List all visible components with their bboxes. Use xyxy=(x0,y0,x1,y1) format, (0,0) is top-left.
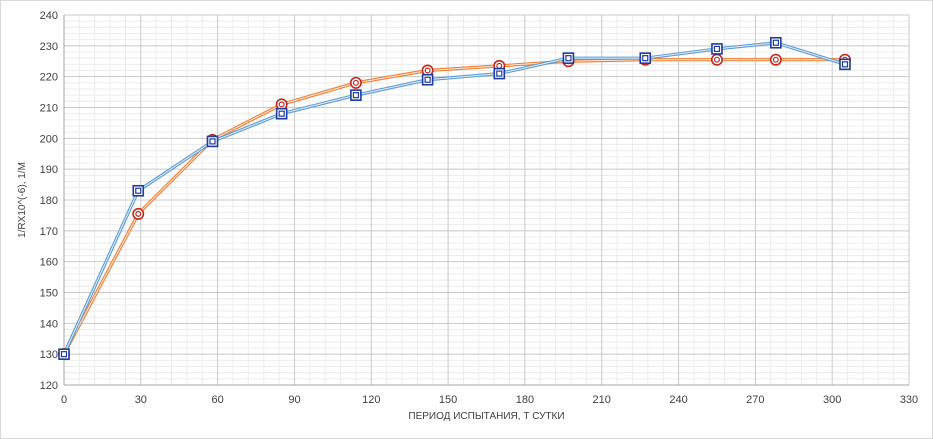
y-tick-label: 190 xyxy=(40,164,58,176)
series-line-highlight xyxy=(63,59,845,355)
data-point-square-inner xyxy=(60,351,68,358)
x-tick-labels: 0 30 60 90 120 150 180 210 240 270 300 330 xyxy=(61,394,918,406)
x-tick-label: 210 xyxy=(593,394,611,406)
x-tick-label: 120 xyxy=(362,394,380,406)
series-line-highlight xyxy=(63,42,846,355)
data-point-circle xyxy=(349,76,362,89)
data-point-circle-inner xyxy=(772,56,779,63)
data-point-circle-inner xyxy=(713,56,720,63)
axes xyxy=(63,15,909,386)
y-tick-label: 180 xyxy=(40,195,58,207)
x-tick-label: 90 xyxy=(288,394,300,406)
data-point-square xyxy=(493,67,506,80)
x-tick-label: 300 xyxy=(823,394,841,406)
y-tick-label: 230 xyxy=(40,41,58,53)
data-point-square xyxy=(275,107,288,120)
x-axis-title: ПЕРИОД ИСПЫТАНИЯ, Т СУТКИ xyxy=(408,411,564,422)
data-point-square xyxy=(58,348,70,360)
data-point-square xyxy=(206,135,219,148)
x-tick-label: 330 xyxy=(900,394,918,406)
data-point-square-inner xyxy=(135,187,142,194)
data-point-circle xyxy=(132,207,145,220)
data-point-circle-inner xyxy=(278,101,285,108)
data-point-square xyxy=(350,89,362,101)
series-circle xyxy=(57,53,851,361)
y-tick-label: 210 xyxy=(40,103,58,115)
data-point-square-inner xyxy=(278,110,285,117)
data-point-circle xyxy=(710,53,723,66)
data-point-square-inner xyxy=(424,76,431,83)
y-tick-label: 130 xyxy=(40,349,58,361)
data-point-square-inner xyxy=(642,55,649,62)
data-point-square-inner xyxy=(209,138,216,145)
data-point-square xyxy=(421,73,434,86)
data-point-square xyxy=(839,58,851,71)
data-point-square xyxy=(132,184,145,197)
data-point-square xyxy=(562,52,575,64)
data-point-square xyxy=(770,36,782,49)
data-point-square-inner xyxy=(352,92,360,99)
data-point-circle xyxy=(769,53,782,66)
y-tick-label: 170 xyxy=(40,226,58,238)
y-tick-label: 240 xyxy=(40,10,58,22)
data-point-square-inner xyxy=(496,70,503,77)
y-tick-label: 140 xyxy=(40,318,58,330)
y-tick-label: 160 xyxy=(40,257,58,269)
x-tick-label: 180 xyxy=(516,394,534,406)
data-point-square-inner xyxy=(841,61,849,68)
x-tick-label: 30 xyxy=(135,394,147,406)
y-tick-label: 150 xyxy=(40,288,58,300)
y-tick-label: 220 xyxy=(40,72,58,84)
x-tick-label: 60 xyxy=(212,394,224,406)
series-line xyxy=(62,58,845,355)
data-point-square-inner xyxy=(772,39,779,46)
y-axis-title: 1/RX10^(-6), 1/M xyxy=(17,162,28,238)
series-square xyxy=(58,36,851,360)
x-tick-label: 150 xyxy=(439,394,457,406)
x-tick-label: 0 xyxy=(61,394,67,406)
y-tick-labels: 120 130 140 150 160 170 180 190 200 210 220 230 240 xyxy=(40,10,58,392)
data-point-square xyxy=(711,43,723,55)
series-layer xyxy=(57,36,851,361)
x-tick-label: 240 xyxy=(669,394,687,406)
data-point-square-inner xyxy=(713,45,721,53)
data-point-square-inner xyxy=(565,55,572,62)
y-tick-label: 200 xyxy=(40,133,58,145)
y-tick-label: 120 xyxy=(40,380,58,392)
x-tick-label: 270 xyxy=(746,394,764,406)
data-point-circle-inner xyxy=(424,67,431,74)
data-point-square xyxy=(639,52,652,64)
data-point-circle-inner xyxy=(352,79,359,86)
data-point-circle-inner xyxy=(135,210,142,217)
